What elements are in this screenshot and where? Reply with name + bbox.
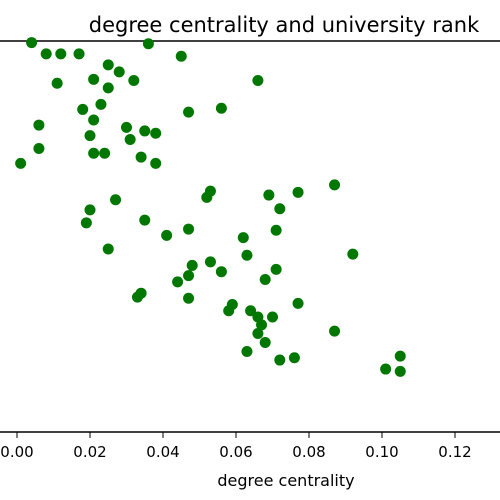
data-point [274, 203, 286, 215]
data-point [223, 305, 235, 317]
data-point [113, 66, 125, 78]
data-point [33, 143, 45, 155]
data-point [267, 311, 278, 323]
data-point [183, 292, 195, 304]
x-tick-label: 0.12 [438, 443, 471, 461]
data-point [73, 48, 85, 60]
data-point [329, 179, 341, 191]
x-tick-label: 0.02 [73, 443, 106, 461]
data-point [259, 274, 271, 286]
data-point [186, 259, 198, 271]
data-point [99, 147, 111, 159]
data-point [139, 125, 151, 137]
data-point [270, 263, 282, 275]
data-point [139, 214, 151, 226]
data-point [215, 266, 227, 278]
data-point [26, 37, 38, 49]
data-point [150, 127, 162, 139]
data-point [292, 186, 304, 198]
x-tick-label: 0.00 [0, 443, 33, 461]
data-point [102, 82, 114, 94]
data-point [84, 204, 96, 216]
data-point [252, 327, 264, 339]
data-point [172, 276, 184, 288]
data-point [329, 325, 341, 337]
chart-title: degree centrality and university rank [89, 13, 480, 37]
x-axis-label: degree centrality [217, 471, 354, 490]
data-point [77, 103, 89, 115]
data-point [161, 229, 173, 241]
data-point [241, 249, 253, 261]
data-point [245, 305, 257, 317]
data-point [102, 243, 114, 255]
data-point [292, 297, 304, 309]
data-point [183, 270, 195, 282]
data-point [102, 59, 114, 71]
data-point [270, 224, 282, 236]
data-point [252, 74, 264, 86]
data-point [110, 194, 122, 206]
data-point [241, 345, 253, 357]
data-point [121, 121, 132, 133]
data-point [263, 189, 275, 201]
data-point [95, 98, 107, 110]
x-tick-label: 0.06 [219, 443, 252, 461]
data-point [142, 38, 154, 50]
data-point [88, 147, 100, 159]
data-point [237, 232, 249, 244]
data-point [183, 223, 195, 235]
data-point [183, 106, 195, 118]
data-point [204, 256, 216, 268]
data-point [274, 354, 286, 366]
data-point [88, 73, 100, 85]
data-points [15, 37, 406, 377]
data-point [256, 319, 268, 331]
data-point [15, 157, 27, 169]
x-tick-label: 0.08 [292, 443, 325, 461]
data-point [40, 48, 52, 60]
data-point [288, 352, 300, 364]
data-point [55, 48, 67, 60]
data-point [201, 191, 213, 203]
x-tick-label: 0.10 [365, 443, 398, 461]
data-point [33, 119, 45, 131]
data-point [135, 151, 147, 163]
data-point [80, 217, 92, 229]
data-point [124, 134, 136, 146]
data-point [394, 350, 406, 362]
data-point [175, 50, 187, 62]
data-point [347, 248, 359, 260]
data-point [84, 130, 96, 142]
x-tick-label: 0.04 [146, 443, 179, 461]
data-point [215, 102, 227, 114]
data-point [131, 291, 143, 303]
data-point [259, 336, 271, 348]
x-axis: 0.00 0.02 0.04 0.06 0.08 0.10 0.12 [0, 432, 472, 461]
data-point [380, 363, 392, 375]
data-point [150, 157, 162, 169]
data-point [128, 74, 140, 86]
data-point [51, 77, 63, 89]
data-point [88, 114, 100, 126]
data-point [394, 365, 406, 377]
